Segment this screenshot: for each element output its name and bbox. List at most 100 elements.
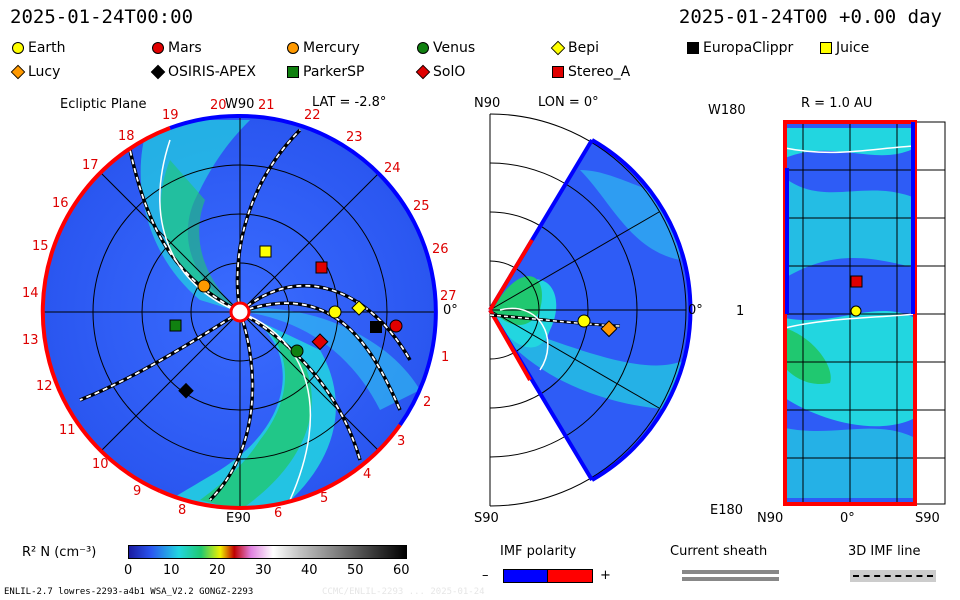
footer-right: CCMC/ENLIL-2293 ... 2025-01-24 [322,587,485,597]
colorbar-label: R² N (cm⁻³) [22,545,97,560]
osiris-marker [178,382,194,399]
carr-1: 1 [441,350,450,365]
imf-minus: – [482,568,489,583]
carr-19: 19 [162,108,179,123]
panel3-xtick-0: 0° [840,511,855,526]
sheath-line-2 [682,577,779,581]
forecast-time: 2025-01-24T00 +0.00 day [678,6,942,28]
stereoa-marker-icon [552,66,564,78]
mercury-marker-icon [287,42,299,54]
mars-marker [389,319,403,333]
panel1-lat: LAT = -2.8° [312,95,387,110]
lucy-marker-icon [10,64,26,80]
cb-tick-40: 40 [301,563,318,578]
carr-4: 4 [363,467,372,482]
panel3-left-mid: 1 [736,304,745,319]
legend-solo: SolO [415,64,465,80]
carr-9: 9 [133,484,142,499]
earth-marker-icon [12,42,24,54]
carr-17: 17 [82,158,99,173]
legend-earth: Earth [12,40,66,56]
panel1-title: Ecliptic Plane [60,97,147,112]
cb-tick-20: 20 [209,563,226,578]
carr-11: 11 [59,423,76,438]
cb-tick-10: 10 [163,563,180,578]
carr-16: 16 [52,196,69,211]
legend-mercury: Mercury [287,40,360,56]
panel1-bottom-label: E90 [226,511,251,526]
earth-marker-meridional [577,314,591,328]
imf-negative-swatch [503,569,549,583]
osiris-marker-icon [150,64,166,80]
stereoa-marker-map [850,275,863,288]
sheath-line-1 [682,570,779,574]
carr-3: 3 [397,434,406,449]
juice-marker-icon [820,42,832,54]
legend-osiris: OSIRIS-APEX [150,64,256,80]
panel3-top-label: W180 [708,103,746,118]
carr-22: 22 [304,108,321,123]
carr-14: 14 [22,286,39,301]
stereoa-marker [315,261,328,274]
carr-8: 8 [178,503,187,518]
cb-tick-30: 30 [255,563,272,578]
parker-marker [169,319,182,332]
carr-20: 20 [210,98,227,113]
legend-lucy: Lucy [10,64,60,80]
panel3-bottom-label: E180 [710,503,744,518]
venus-marker-icon [417,42,429,54]
panel2-lon: LON = 0° [538,95,599,110]
panel1-right-label: 0° [443,303,458,318]
radial-map-panel [783,120,946,506]
ecliptic-plane-panel [40,113,438,510]
carr-6: 6 [274,506,283,521]
spacecraft-legend: Earth Mars Mercury Venus Bepi EuropaClip… [10,38,952,84]
mars-marker-icon [152,42,164,54]
meridional-panel [488,113,693,507]
solo-marker [311,333,329,351]
legend-parker: ParkerSP [287,64,364,80]
carr-12: 12 [36,379,53,394]
panel3-r: R = 1.0 AU [801,96,873,111]
solo-marker-icon [415,64,431,80]
footer-left: ENLIL-2.7 lowres-2293-a4b1 WSA_V2.2 GONG… [4,587,254,597]
panel3-xtick-n90: N90 [757,511,784,526]
juice-marker [259,245,272,258]
carr-2: 2 [423,395,432,410]
bepi-marker [351,300,367,316]
carr-13: 13 [22,333,39,348]
lucy-marker-meridional [600,320,618,338]
parker-marker-icon [287,66,299,78]
legend-mars: Mars [152,40,202,56]
carr-23: 23 [346,130,363,145]
sheath-title: Current sheath [670,544,768,559]
panel2-n-label: N90 [474,96,501,111]
imf-plus: + [600,568,611,583]
carr-26: 26 [432,242,449,257]
legend-juice: Juice [820,40,869,56]
earth-marker [328,305,342,319]
carr-25: 25 [413,199,430,214]
imf-title: IMF polarity [500,544,577,559]
mercury-marker [197,279,211,293]
europaclipper-marker [370,321,382,333]
carr-10: 10 [92,457,109,472]
carr-24: 24 [384,161,401,176]
carr-5: 5 [320,491,329,506]
cb-tick-60: 60 [393,563,410,578]
panel2-s-label: S90 [474,511,499,526]
europaclipper-marker-icon [687,42,699,54]
carr-27: 27 [440,289,457,304]
cb-tick-0: 0 [124,563,133,578]
panel2-right-label: 0° [688,303,703,318]
panel3-xtick-s90: S90 [915,511,940,526]
legend-stereoa: Stereo_A [552,64,630,80]
imf-positive-swatch [547,569,593,583]
venus-marker [290,344,304,358]
carr-18: 18 [118,129,135,144]
bepi-marker-icon [550,40,566,56]
earth-marker-map [850,305,862,317]
colorbar [128,545,407,559]
carr-15: 15 [32,239,49,254]
panel1-top-label: W90 [225,97,255,112]
